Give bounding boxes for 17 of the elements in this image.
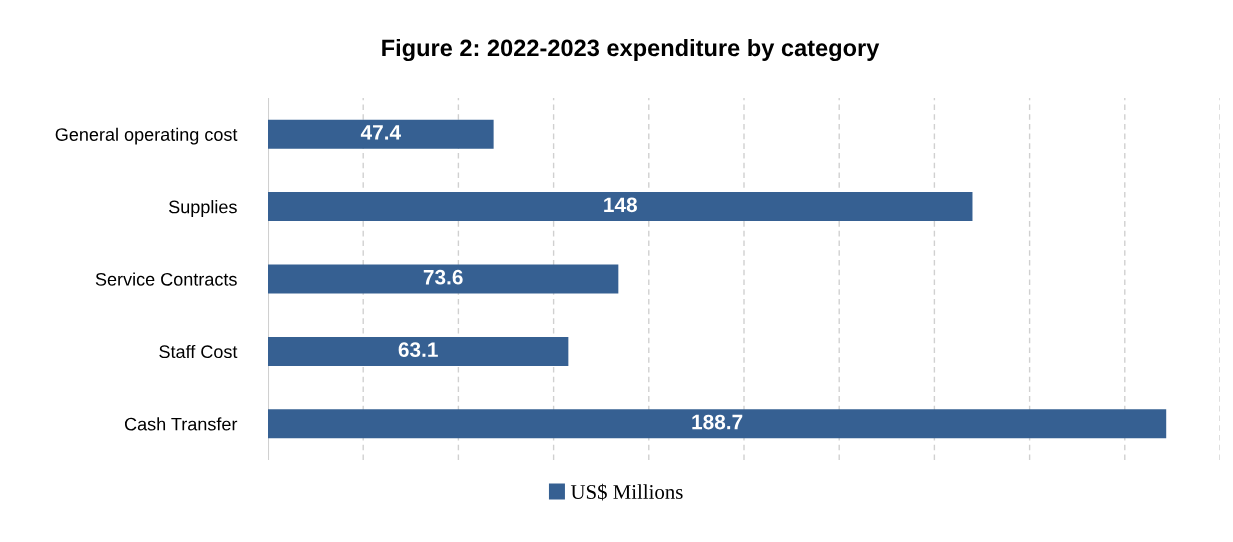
y-tick-label: Supplies	[169, 200, 237, 217]
data-label: 63.1	[398, 342, 438, 358]
y-tick-label: General operating cost	[55, 127, 238, 145]
bar	[268, 409, 1167, 439]
data-label: 73.6	[423, 269, 463, 285]
chart-title: Figure 2: 2022-2023 expenditure by category	[382, 38, 880, 62]
legend-label: US$ Millions	[570, 483, 683, 501]
y-tick-label: Service Contracts	[95, 272, 237, 286]
bar	[268, 192, 973, 222]
y-tick-label: Cash Transfer	[124, 417, 238, 431]
bar	[268, 119, 494, 149]
bar	[268, 264, 619, 294]
data-label: 47.4	[360, 125, 401, 140]
data-label: 188.7	[692, 414, 743, 430]
bar	[268, 336, 569, 366]
data-label: 148	[604, 197, 637, 213]
y-tick-label: Staff Cost	[159, 344, 238, 359]
